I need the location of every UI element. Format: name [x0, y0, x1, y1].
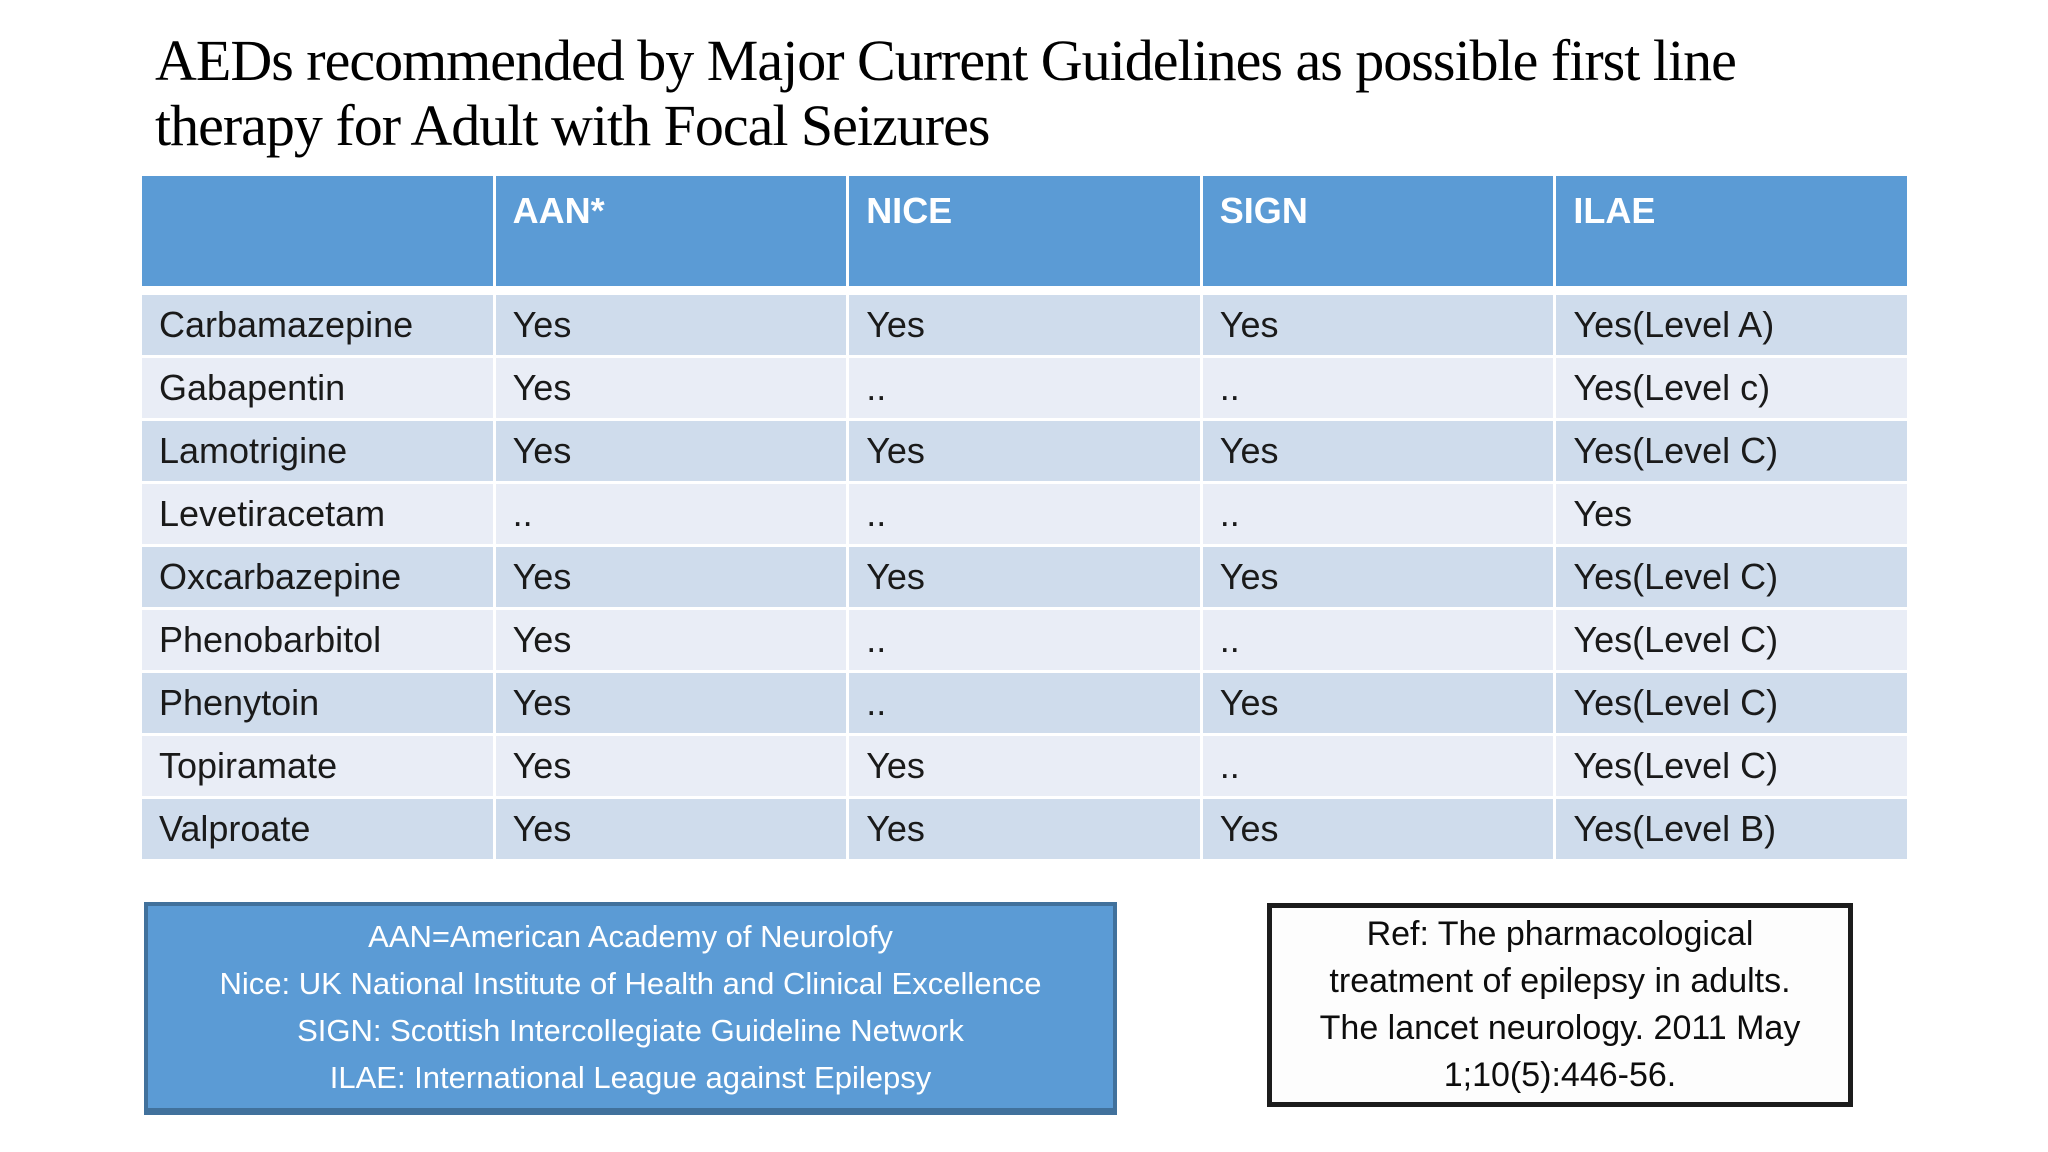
table-cell: .. [1202, 358, 1554, 418]
legend-line-aan: AAN=American Academy of Neurolofy [368, 919, 893, 954]
table-cell: Yes(Level C) [1556, 610, 1907, 670]
table-cell: Yes [1202, 673, 1554, 733]
header-cell-ilae: ILAE [1556, 176, 1907, 286]
legend-line-nice: Nice: UK National Institute of Health an… [219, 966, 1042, 1001]
table-cell: Yes [1556, 484, 1907, 544]
table-cell: .. [849, 358, 1200, 418]
table-cell: .. [849, 610, 1200, 670]
drug-name-cell: Carbamazepine [142, 295, 493, 355]
table-cell: Yes [495, 421, 847, 481]
header-cell-aan: AAN* [495, 176, 847, 286]
legend-line-sign: SIGN: Scottish Intercollegiate Guideline… [297, 1013, 964, 1048]
drug-name-cell: Phenytoin [142, 673, 493, 733]
slide-title-line-2: therapy for Adult with Focal Seizures [155, 93, 990, 158]
table-cell: Yes [495, 736, 847, 796]
table-cell: Yes [849, 295, 1200, 355]
drug-name-cell: Topiramate [142, 736, 493, 796]
table-cell: Yes(Level C) [1556, 736, 1907, 796]
table-body: Carbamazepine Yes Yes Yes Yes(Level A) G… [142, 295, 1907, 859]
table-cell: Yes [1202, 547, 1554, 607]
slide-title-line-1: AEDs recommended by Major Current Guidel… [155, 28, 1737, 93]
reference-citation: Ref: The pharmacological treatment of ep… [1319, 915, 1801, 1094]
table-cell: Yes(Level c) [1556, 358, 1907, 418]
table-cell: .. [849, 484, 1200, 544]
table-cell: Yes(Level C) [1556, 421, 1907, 481]
table-cell: Yes(Level C) [1556, 673, 1907, 733]
drug-name-cell: Phenobarbitol [142, 610, 493, 670]
table-cell: Yes [495, 799, 847, 859]
drug-name-cell: Oxcarbazepine [142, 547, 493, 607]
table-cell: .. [1202, 736, 1554, 796]
table-cell: Yes [849, 547, 1200, 607]
header-cell-empty [142, 176, 493, 286]
table-cell: Yes [495, 295, 847, 355]
drug-name-cell: Levetiracetam [142, 484, 493, 544]
legend-line-ilae: ILAE: International League against Epile… [329, 1060, 932, 1095]
table-cell: Yes [1202, 421, 1554, 481]
reference-box: Ref: The pharmacological treatment of ep… [1267, 903, 1853, 1107]
table-cell: Yes [849, 736, 1200, 796]
table-cell: Yes [495, 610, 847, 670]
table-cell: Yes(Level B) [1556, 799, 1907, 859]
table-header-row: AAN* NICE SIGN ILAE [142, 176, 1907, 286]
drug-name-cell: Gabapentin [142, 358, 493, 418]
table-cell: Yes [495, 358, 847, 418]
table-cell: Yes [495, 673, 847, 733]
slide-title: AEDs recommended by Major Current Guidel… [155, 28, 1935, 158]
table-cell: .. [1202, 484, 1554, 544]
table-cell: .. [1202, 610, 1554, 670]
drug-name-cell: Lamotrigine [142, 421, 493, 481]
table-cell: .. [849, 673, 1200, 733]
table-cell: Yes(Level A) [1556, 295, 1907, 355]
header-cell-sign: SIGN [1202, 176, 1554, 286]
table-cell: Yes [1202, 799, 1554, 859]
table-cell: Yes(Level C) [1556, 547, 1907, 607]
table-cell: Yes [1202, 295, 1554, 355]
table-cell: .. [495, 484, 847, 544]
table-cell: Yes [495, 547, 847, 607]
abbreviation-legend-box: AAN=American Academy of Neurolofy Nice: … [144, 902, 1117, 1115]
guideline-table: AAN* NICE SIGN ILAE Carbamazepine Yes Ye… [142, 176, 1907, 859]
table-cell: Yes [849, 421, 1200, 481]
drug-name-cell: Valproate [142, 799, 493, 859]
table-cell: Yes [849, 799, 1200, 859]
header-cell-nice: NICE [849, 176, 1200, 286]
